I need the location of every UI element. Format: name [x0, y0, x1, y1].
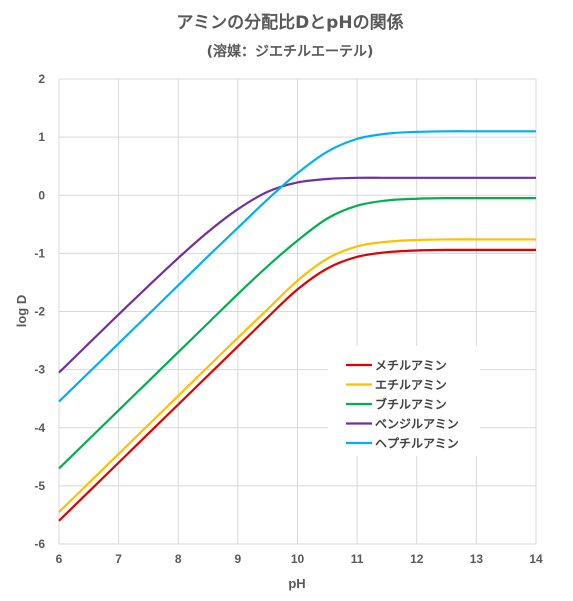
y-tick-label: -6 — [34, 537, 45, 551]
y-tick-label: -1 — [34, 246, 45, 260]
gridlines — [58, 78, 537, 545]
x-tick-label: 14 — [529, 552, 543, 566]
y-axis-ticks: 2 1 0 -1 -2 -3 -4 -5 -6 — [34, 72, 45, 551]
x-tick-label: 9 — [235, 552, 242, 566]
y-tick-label: -5 — [34, 479, 45, 493]
x-tick-label: 11 — [351, 552, 364, 566]
x-tick-label: 6 — [56, 552, 63, 566]
y-axis-label: log D — [14, 295, 29, 328]
x-tick-label: 8 — [175, 552, 182, 566]
x-tick-label: 12 — [410, 552, 424, 566]
series-line-3 — [58, 176, 536, 374]
legend-label: ブチルアミン — [375, 397, 447, 412]
y-tick-label: -3 — [34, 363, 45, 377]
series-line-0 — [58, 248, 536, 522]
chart-title: アミンの分配比Dとp​Hの関係 — [176, 12, 403, 33]
legend-label: メチルアミン — [375, 359, 447, 373]
legend-label: ベンジルアミン — [375, 417, 459, 431]
x-tick-label: 10 — [291, 552, 305, 566]
y-tick-label: 1 — [38, 130, 45, 144]
x-tick-label: 7 — [115, 552, 122, 566]
y-tick-label: -2 — [34, 305, 45, 319]
legend-label: ヘプチルアミン — [375, 436, 459, 451]
x-axis-label: pH — [288, 576, 305, 591]
series-line-2 — [58, 197, 536, 470]
y-tick-label: 0 — [38, 188, 45, 202]
y-tick-label: 2 — [38, 72, 45, 86]
x-tick-label: 13 — [470, 552, 484, 566]
series-line-4 — [58, 130, 536, 403]
chart-subtitle: (溶媒：ジエチルエーテル) — [207, 43, 374, 60]
series-line-1 — [58, 238, 536, 513]
y-tick-label: -4 — [34, 421, 45, 435]
legend-label: エチルアミン — [375, 378, 447, 392]
series-lines — [58, 130, 536, 522]
x-axis-ticks: 6 7 8 9 10 11 12 13 14 — [56, 552, 543, 566]
